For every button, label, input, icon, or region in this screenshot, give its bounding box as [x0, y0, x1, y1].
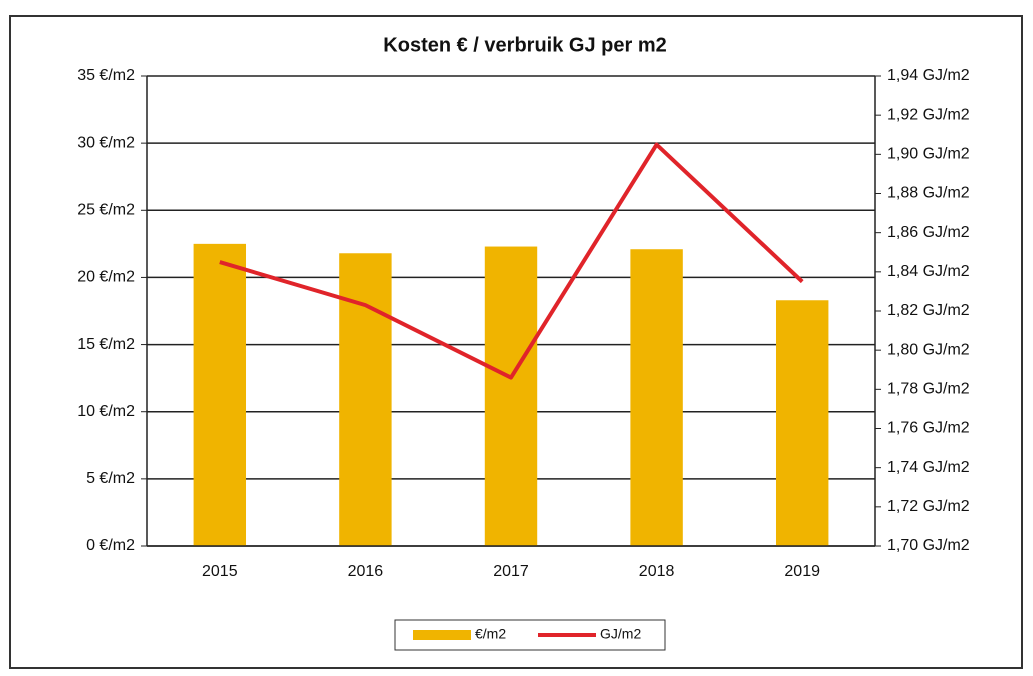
bar — [484, 246, 538, 547]
y2-tick-label: 1,74 GJ/m2 — [887, 459, 970, 476]
y2-tick-label: 1,82 GJ/m2 — [887, 302, 970, 319]
bar — [630, 249, 683, 546]
y-tick-label: 35 €/m2 — [77, 67, 135, 84]
y-tick-label: 5 €/m2 — [86, 470, 135, 487]
y2-tick-label: 1,94 GJ/m2 — [887, 67, 970, 84]
y-tick-label: 25 €/m2 — [77, 202, 135, 219]
bar — [775, 300, 829, 546]
y-tick-label: 20 €/m2 — [77, 269, 135, 286]
y2-tick-label: 1,76 GJ/m2 — [887, 420, 970, 437]
y-tick-label: 15 €/m2 — [77, 336, 135, 353]
x-tick-label: 2015 — [202, 563, 238, 580]
y2-tick-label: 1,80 GJ/m2 — [887, 341, 970, 358]
y2-tick-label: 1,92 GJ/m2 — [887, 106, 970, 123]
chart-title: Kosten € / verbruik GJ per m2 — [383, 34, 666, 56]
y2-tick-label: 1,72 GJ/m2 — [887, 498, 970, 515]
y2-tick-label: 1,78 GJ/m2 — [887, 381, 970, 398]
y2-tick-label: 1,86 GJ/m2 — [887, 224, 970, 241]
bar — [339, 253, 392, 546]
y2-tick-label: 1,70 GJ/m2 — [887, 537, 970, 554]
x-tick-label: 2018 — [639, 563, 675, 580]
legend-label: GJ/m2 — [600, 626, 641, 642]
y2-tick-label: 1,84 GJ/m2 — [887, 263, 970, 280]
y2-tick-label: 1,90 GJ/m2 — [887, 146, 970, 163]
x-tick-label: 2016 — [348, 563, 384, 580]
y-tick-label: 0 €/m2 — [86, 537, 135, 554]
line — [219, 142, 804, 380]
legend-swatch — [413, 630, 471, 640]
x-tick-label: 2017 — [493, 563, 529, 580]
y-tick-label: 10 €/m2 — [77, 403, 135, 420]
y-tick-label: 30 €/m2 — [77, 134, 135, 151]
legend-label: €/m2 — [475, 626, 506, 642]
y2-tick-label: 1,88 GJ/m2 — [887, 185, 970, 202]
x-tick-label: 2019 — [784, 563, 820, 580]
bar — [193, 243, 247, 546]
